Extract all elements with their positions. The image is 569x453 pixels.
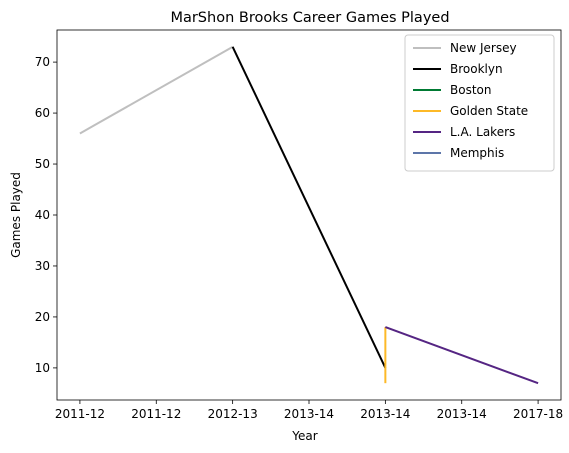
series-layer xyxy=(79,45,539,385)
x-tick-label: 2017-18 xyxy=(513,407,563,421)
legend-frame xyxy=(404,34,555,172)
y-tick-label: 70 xyxy=(35,55,50,69)
x-tick-label: 2012-13 xyxy=(208,407,258,421)
y-tick-label: 60 xyxy=(35,106,50,120)
legend-label: Golden State xyxy=(450,104,528,118)
series-line-1 xyxy=(231,46,387,369)
legend-label: New Jersey xyxy=(450,41,517,55)
series-line-4 xyxy=(385,326,539,385)
y-tick-label: 10 xyxy=(35,361,50,375)
x-tick-label: 2013-14 xyxy=(360,407,410,421)
legend-label: Brooklyn xyxy=(450,62,503,76)
y-axis-title: Games Played xyxy=(9,172,23,258)
legend-label: L.A. Lakers xyxy=(450,125,515,139)
x-tick-label: 2011-12 xyxy=(131,407,181,421)
legend-label: Memphis xyxy=(450,146,504,160)
x-tick-label: 2013-14 xyxy=(437,407,487,421)
chart-title: MarShon Brooks Career Games Played xyxy=(170,10,449,26)
series-line-0 xyxy=(79,45,234,135)
y-tick-label: 30 xyxy=(35,259,50,273)
y-tick-label: 20 xyxy=(35,310,50,324)
y-tick-label: 40 xyxy=(35,208,50,222)
x-axis-title: Year xyxy=(291,429,317,443)
x-tick-label: 2013-14 xyxy=(284,407,334,421)
legend-label: Boston xyxy=(450,83,491,97)
y-tick-label: 50 xyxy=(35,157,50,171)
legend: New Jersey Brooklyn Boston Golden State L.A.… xyxy=(404,34,555,172)
y-axis: 10 20 30 40 50 60 70 xyxy=(35,55,57,375)
x-tick-label: 2011-12 xyxy=(55,407,105,421)
x-axis: 2011-12 2011-12 2012-13 2013-14 2013-14 2013-… xyxy=(55,400,563,421)
